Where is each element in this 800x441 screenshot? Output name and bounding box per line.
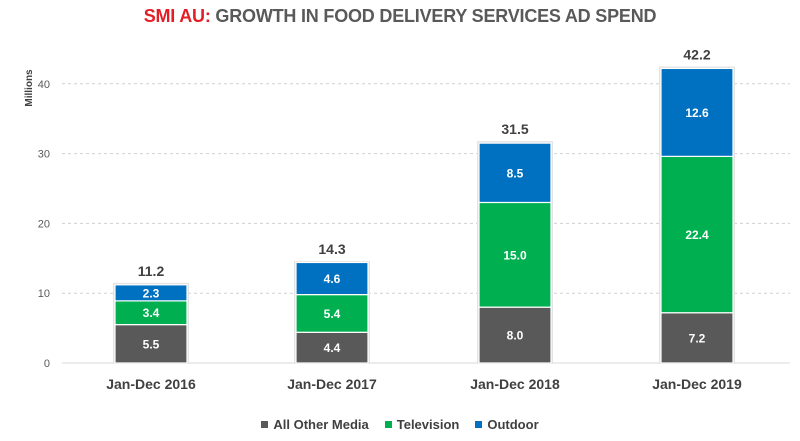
- legend-swatch-icon: [475, 421, 483, 428]
- bar-segment-outdoor: [295, 261, 369, 296]
- bar-segment-all-other-media: [295, 331, 369, 364]
- total-value-label: 42.2: [683, 46, 710, 62]
- segment-value-label: 4.6: [324, 272, 341, 286]
- bar-segment-all-other-media: [660, 312, 734, 364]
- bar-segment-television: [295, 293, 369, 333]
- segment-value-label: 8.5: [507, 166, 524, 180]
- x-axis-categories: Jan-Dec 2016 Jan-Dec 2017 Jan-Dec 2018 Jan-…: [106, 376, 742, 392]
- segment-value-label: 5.5: [143, 337, 160, 351]
- bar-segment-outdoor: [114, 284, 188, 302]
- x-category-label: Jan-Dec 2018: [470, 376, 560, 392]
- x-category-label: Jan-Dec 2016: [106, 376, 196, 392]
- segment-value-label: 7.2: [689, 331, 706, 345]
- y-axis-ticks: 0 10 20 30 40: [38, 79, 50, 370]
- legend-swatch-icon: [261, 421, 269, 428]
- bars: 5.5 3.4 2.3 11.2 4.4 5.4 4.6 14.3 8.0 15.0 8.5 31.5…: [113, 46, 735, 365]
- total-value-label: 11.2: [138, 263, 165, 279]
- bar-segment-television: [478, 201, 552, 308]
- legend-item-all-other-media: All Other Media: [261, 417, 369, 432]
- segment-value-label: 2.3: [143, 286, 160, 300]
- legend-label: All Other Media: [273, 417, 369, 432]
- total-value-label: 31.5: [501, 121, 528, 137]
- segment-value-label: 3.4: [143, 306, 160, 320]
- segment-value-label: 5.4: [324, 307, 341, 321]
- chart-title-text: GROWTH IN FOOD DELIVERY SERVICES AD SPEN…: [210, 6, 657, 26]
- segment-value-label: 15.0: [503, 248, 527, 262]
- legend-item-outdoor: Outdoor: [475, 417, 539, 432]
- y-tick-label: 30: [38, 149, 50, 161]
- legend-item-television: Television: [384, 417, 460, 432]
- legend: All Other Media Television Outdoor: [0, 416, 800, 432]
- bar-segment-all-other-media: [114, 324, 188, 364]
- x-category-label: Jan-Dec 2017: [287, 376, 377, 392]
- x-category-label: Jan-Dec 2019: [652, 376, 742, 392]
- chart-title: SMI AU: GROWTH IN FOOD DELIVERY SERVICES…: [0, 6, 800, 27]
- legend-swatch-icon: [384, 421, 392, 428]
- y-tick-label: 10: [38, 288, 50, 300]
- chart-title-accent: SMI AU:: [143, 6, 211, 26]
- legend-label: Television: [396, 417, 460, 432]
- bar-segment-all-other-media: [478, 306, 552, 364]
- legend-label: Outdoor: [487, 417, 539, 432]
- y-tick-label: 40: [38, 79, 50, 91]
- y-tick-label: 0: [44, 358, 50, 370]
- segment-value-label: 8.0: [507, 329, 524, 343]
- segment-value-label: 12.6: [685, 106, 709, 120]
- bar-segment-television: [660, 155, 734, 314]
- bar-segment-outdoor: [660, 67, 734, 157]
- total-value-label: 14.3: [318, 241, 345, 257]
- y-axis-label: Millions: [24, 69, 35, 107]
- segment-value-label: 22.4: [685, 228, 709, 242]
- bar-segment-outdoor: [478, 142, 552, 204]
- y-tick-label: 20: [38, 218, 50, 230]
- segment-value-label: 4.4: [324, 341, 341, 355]
